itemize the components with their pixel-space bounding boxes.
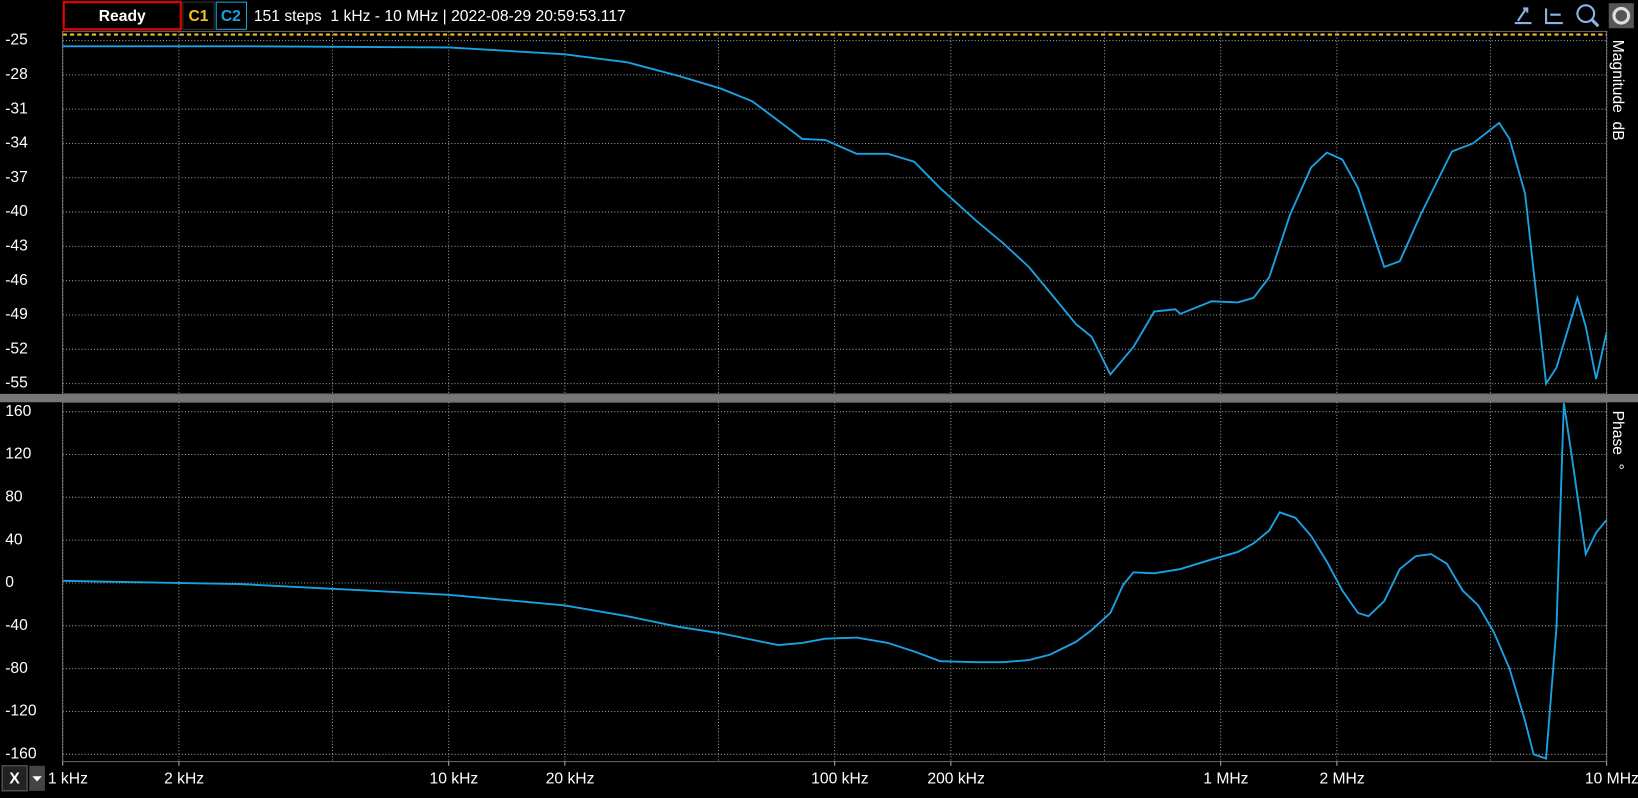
y-tick-label: 120 (5, 446, 31, 463)
x-button[interactable] (1, 765, 28, 792)
y-axis-label: Phase ° (1609, 411, 1626, 470)
y-tick-label: -31 (5, 100, 28, 117)
panel-divider (0, 393, 1638, 403)
status-box[interactable] (62, 1, 182, 31)
icon-zoom-handle (1590, 18, 1600, 28)
series-group (62, 402, 1607, 760)
y-tick-label: -37 (5, 169, 28, 186)
y-tick-label: -49 (5, 306, 28, 323)
c1-button[interactable] (182, 1, 215, 30)
y-tick-label: -34 (5, 135, 28, 152)
x-button-label: X (9, 771, 20, 788)
data-line (62, 45, 1607, 387)
x-tick-label: 200 kHz (927, 771, 985, 788)
icon-gear (1612, 6, 1631, 25)
y-tick-label: -46 (5, 272, 28, 289)
x-tick-label: 1 MHz (1203, 771, 1248, 788)
y-tick-label: -160 (5, 745, 37, 762)
y-tick-label: -55 (5, 375, 28, 392)
y-tick-label: -52 (5, 340, 28, 357)
y-tick-label: 80 (5, 488, 23, 505)
y-tick-label: 40 (5, 531, 23, 548)
x-tick-label: 2 kHz (164, 771, 204, 788)
x-tick-label: 1 kHz (48, 771, 88, 788)
x-tick-label: 20 kHz (546, 771, 595, 788)
x-tick-label: 10 MHz (1585, 771, 1638, 788)
y-tick-label: -40 (5, 617, 28, 634)
sweep-info: 151 steps 1 kHz - 10 MHz | 2022-08-29 20… (254, 8, 626, 25)
data-line (62, 402, 1607, 760)
y-axis-label: Magnitude dB (1609, 40, 1626, 141)
y-tick-label: 0 (5, 574, 14, 591)
x-tick-label: 100 kHz (811, 771, 869, 788)
toolbar (0, 0, 1638, 32)
icon-ref[interactable] (1545, 8, 1563, 25)
status: Ready (99, 8, 146, 25)
y-tick-label: -80 (5, 660, 28, 677)
series-group (62, 45, 1607, 387)
x-tick-label: 2 MHz (1319, 771, 1364, 788)
y-tick-label: -40 (5, 203, 28, 220)
c2-label: C2 (221, 8, 241, 25)
toolbar-icons[interactable] (1514, 3, 1634, 29)
y-tick-label: -120 (5, 703, 37, 720)
y-tick-label: -43 (5, 238, 28, 255)
icon-zoom[interactable] (1576, 4, 1596, 24)
y-tick-label: -28 (5, 66, 28, 83)
icon-cursor[interactable] (1514, 7, 1532, 25)
dropdown-arrow (32, 776, 42, 782)
c2-button[interactable] (215, 1, 248, 30)
c1-label: C1 (188, 8, 208, 25)
y-tick-label: -25 (5, 32, 28, 49)
y-tick-label: 160 (5, 403, 31, 420)
x-tick-label: 10 kHz (430, 771, 479, 788)
